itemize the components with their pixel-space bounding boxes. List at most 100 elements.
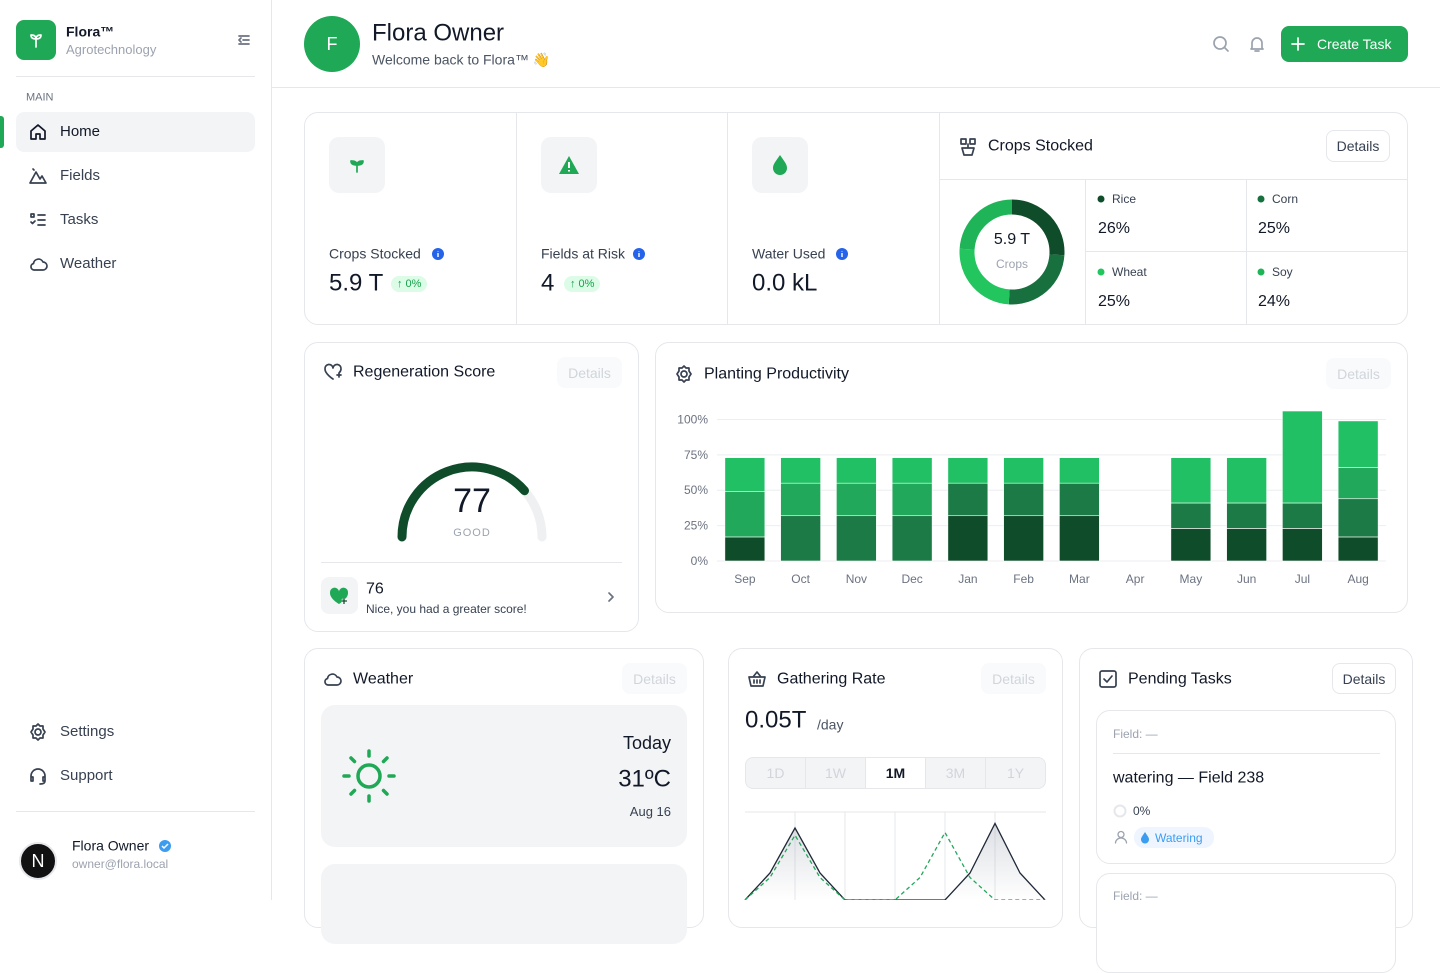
card-title: Weather <box>353 670 414 688</box>
nav-item[interactable]: Fields <box>60 167 101 184</box>
divider <box>939 113 940 324</box>
basket-icon <box>748 671 766 687</box>
support-icon <box>30 768 46 785</box>
card-title: Gathering Rate <box>777 670 886 688</box>
nav-item[interactable]: Support <box>60 767 113 784</box>
weather-icon <box>30 258 48 271</box>
heart-plus-icon <box>329 587 349 604</box>
heart-icon <box>324 363 342 380</box>
gathering-value: 0.05T <box>745 706 807 734</box>
bell-icon[interactable] <box>1248 35 1266 53</box>
weather-date: Aug 16 <box>629 804 671 820</box>
divider <box>321 562 622 563</box>
settings-icon <box>30 723 46 741</box>
stat-value: 5.9 T <box>329 269 384 297</box>
details-button[interactable]: Details <box>1332 663 1396 694</box>
stat-value: 0.0 kL <box>752 269 818 297</box>
details-button[interactable]: Details <box>981 663 1046 694</box>
tasks-icon <box>30 213 46 226</box>
user-name: Flora Owner <box>72 837 150 854</box>
header-subtitle: Welcome back to Flora™ 👋 <box>372 51 551 68</box>
divider <box>727 113 728 324</box>
sun-icon <box>342 749 396 803</box>
divider <box>1113 753 1380 754</box>
task-title: watering — Field 238 <box>1113 769 1265 787</box>
user-avatar[interactable]: N <box>19 842 57 880</box>
details-button[interactable]: Details <box>1326 130 1390 162</box>
weather-next <box>321 864 687 944</box>
gathering-unit: /day <box>817 716 844 733</box>
user-icon <box>1114 830 1128 844</box>
header-border <box>272 87 1440 88</box>
chevron[interactable] <box>606 591 616 603</box>
logo-icon <box>30 34 42 48</box>
drop-icon <box>773 155 787 175</box>
nav-active[interactable] <box>16 112 255 152</box>
header-avatar: F <box>304 16 360 72</box>
info-icon[interactable] <box>432 248 444 260</box>
divider <box>1085 180 1086 324</box>
nav-item[interactable]: Tasks <box>60 211 99 228</box>
details-button[interactable]: Details <box>1326 358 1391 389</box>
card-title: Pending Tasks <box>1128 670 1232 688</box>
plant-icon <box>350 160 364 173</box>
task-tag: Watering <box>1134 827 1214 848</box>
range-tab[interactable]: 1Y <box>985 758 1045 788</box>
details-button[interactable]: Details <box>622 663 687 694</box>
collapse[interactable] <box>236 32 252 48</box>
search-icon[interactable] <box>1212 35 1230 53</box>
card-title: Planting Productivity <box>704 365 849 383</box>
header-title: Flora Owner <box>372 19 505 47</box>
sidebar: Flora™ Agrotechnology MAIN Home Fields T… <box>0 0 272 900</box>
user-email: owner@flora.local <box>72 856 169 871</box>
divider <box>1246 180 1247 324</box>
check-icon <box>1099 670 1117 688</box>
stat-label: Water Used <box>752 245 826 262</box>
nav-item[interactable]: Home <box>60 123 101 140</box>
verified-badge <box>159 840 171 852</box>
divider <box>516 113 517 324</box>
details-button[interactable]: Details <box>557 357 622 388</box>
stat-label: Fields at Risk <box>541 245 626 262</box>
home-icon <box>30 124 46 140</box>
warning-icon <box>559 156 579 174</box>
range-tab[interactable]: 1W <box>805 758 865 788</box>
gear-icon <box>676 365 692 383</box>
weather-day: Today <box>622 733 671 754</box>
fields-icon <box>29 168 47 184</box>
stat-value: 4 <box>541 269 555 297</box>
weather-today <box>321 705 687 847</box>
nav-item[interactable]: Weather <box>60 255 117 272</box>
range-tab[interactable]: 1D <box>766 765 785 781</box>
nav-item[interactable]: Settings <box>60 723 115 740</box>
progress-ring <box>1113 804 1127 818</box>
stat-change: ↑ 0% <box>564 276 601 292</box>
drop-small <box>1141 832 1149 844</box>
range-tab[interactable]: 1M <box>865 758 925 788</box>
divider <box>16 811 255 812</box>
task-field: Field: — <box>1113 888 1158 903</box>
cloud-icon <box>324 673 342 686</box>
range-tabs: 1D 1W 1M 3M 1Y <box>745 757 1046 789</box>
section-label: MAIN <box>26 91 54 104</box>
task-field: Field: — <box>1113 726 1158 741</box>
stats-card <box>304 112 1408 325</box>
info-icon[interactable] <box>633 248 645 260</box>
tagline: Agrotechnology <box>66 42 157 58</box>
range-tab[interactable]: 3M <box>925 758 985 788</box>
card-title: Crops Stocked <box>988 137 1093 155</box>
score-message: Nice, you had a greater score! <box>366 601 527 616</box>
card-title: Regeneration Score <box>353 363 496 381</box>
task-progress: 0% <box>1133 803 1151 818</box>
nav-indicator <box>0 116 4 148</box>
brand: Flora™ <box>66 23 115 40</box>
divider <box>1086 251 1407 252</box>
stat-change: ↑ 0% <box>391 276 428 292</box>
plus-icon <box>1291 37 1305 51</box>
weather-temperature: 31ºC <box>618 765 671 793</box>
divider <box>940 179 1407 180</box>
crops-icon <box>960 138 976 156</box>
info-icon[interactable] <box>836 248 848 260</box>
previous-score: 76 <box>366 580 384 598</box>
